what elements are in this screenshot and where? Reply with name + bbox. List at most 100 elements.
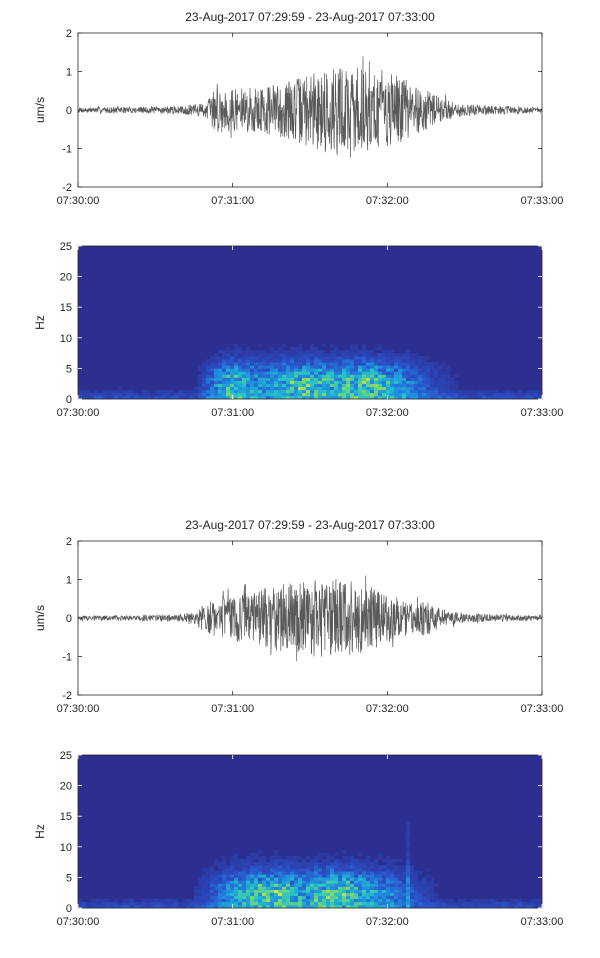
spectrogram-cell xyxy=(166,904,171,909)
spectrogram-cell xyxy=(450,904,455,909)
spectrogram-cell xyxy=(98,392,103,397)
spectrogram-cell xyxy=(210,901,215,906)
spectrogram-cell xyxy=(446,368,451,372)
spectrogram-cell xyxy=(282,395,287,400)
spectrogram-cell xyxy=(338,895,343,900)
y-tick-label: -2 xyxy=(62,690,72,702)
spectrogram-cell xyxy=(266,877,271,881)
x-tick-label: 07:31:00 xyxy=(211,195,254,207)
spectrogram-cell xyxy=(494,392,499,397)
spectrogram-cell xyxy=(422,892,427,897)
spectrogram-cell xyxy=(314,386,319,391)
spectrogram-cell xyxy=(426,868,431,872)
spectrogram-cell xyxy=(346,356,351,360)
spectrogram-cell xyxy=(366,353,371,357)
spectrogram-cell xyxy=(270,892,275,897)
spectrogram-cell xyxy=(298,855,303,860)
spectrogram-cell xyxy=(350,904,355,909)
spectrogram-cell xyxy=(398,362,403,366)
spectrogram-cell xyxy=(386,359,391,363)
spectrogram-cell xyxy=(538,392,543,397)
spectrogram-cell xyxy=(246,353,251,357)
spectrogram-cell xyxy=(90,395,95,400)
spectrogram-cell xyxy=(346,362,351,366)
spectrogram-cell xyxy=(186,898,191,903)
spectrogram-cell xyxy=(318,389,323,394)
spectrogram-cell xyxy=(250,852,255,857)
spectrogram-cell xyxy=(362,880,367,884)
spectrogram-cell xyxy=(78,389,83,394)
spectrogram-cell xyxy=(386,377,391,381)
spectrogram-cell xyxy=(210,395,215,400)
spectrogram-cell xyxy=(378,883,383,887)
spectrogram-cell xyxy=(286,380,291,384)
spectrogram-cell xyxy=(194,898,199,903)
spectrogram-cell xyxy=(290,389,295,394)
spectrogram-cell xyxy=(350,350,355,354)
spectrogram-cell xyxy=(226,353,231,357)
event-2-waveform-panel: 07:30:00 07:31:00 07:32:00 07:33:00-2-1012u… xyxy=(33,518,563,715)
spectrogram-cell xyxy=(318,898,323,903)
spectrogram-cell xyxy=(310,346,315,351)
spectrogram-cell xyxy=(206,395,211,400)
spectrogram-cell xyxy=(234,350,239,354)
spectrogram-cell xyxy=(394,389,399,394)
spectrogram-cell xyxy=(338,904,343,909)
spectrogram-cell xyxy=(206,892,211,897)
spectrogram-cell xyxy=(146,395,151,400)
spectrogram-cell xyxy=(234,855,239,860)
spectrogram-cell xyxy=(394,386,399,391)
spectrogram-cell xyxy=(366,874,371,878)
spectrogram-cell xyxy=(234,886,239,890)
spectrogram-cell xyxy=(242,892,247,897)
spectrogram-cell xyxy=(230,883,235,887)
spectrogram-cell xyxy=(386,859,391,863)
spectrogram-cell xyxy=(514,395,519,400)
spectrogram-cell xyxy=(406,895,411,900)
spectrogram-cell xyxy=(510,898,515,903)
spectrogram-cell xyxy=(334,356,339,360)
spectrogram-cell xyxy=(478,395,483,400)
spectrogram-cell xyxy=(278,855,283,860)
spectrogram-cell xyxy=(278,389,283,394)
spectrogram-cell xyxy=(318,377,323,381)
spectrogram-cell xyxy=(222,904,227,909)
spectrogram-cell xyxy=(198,880,203,884)
spectrogram-cell xyxy=(358,395,363,400)
spectrogram-cell xyxy=(438,898,443,903)
spectrogram-cell xyxy=(310,356,315,360)
spectrogram-cell xyxy=(414,880,419,884)
spectrogram-cell xyxy=(386,898,391,903)
spectrogram-cell xyxy=(334,353,339,357)
spectrogram-cell xyxy=(346,904,351,909)
chart-title: 23-Aug-2017 07:29:59 - 23-Aug-2017 07:33… xyxy=(185,10,435,24)
spectrogram-cell xyxy=(370,377,375,381)
spectrogram-cell xyxy=(210,359,215,363)
spectrogram-cell xyxy=(230,865,235,869)
spectrogram-cell xyxy=(302,368,307,372)
spectrogram-cell xyxy=(222,386,227,391)
spectrogram-cell xyxy=(314,346,319,351)
spectrogram-cell xyxy=(78,901,83,906)
spectrogram-cell xyxy=(210,386,215,391)
spectrogram-cell xyxy=(422,377,427,381)
spectrogram-cell xyxy=(358,862,363,866)
spectrogram-cell xyxy=(422,901,427,906)
spectrogram-cell xyxy=(242,353,247,357)
spectrogram-cell xyxy=(530,904,535,909)
spectrogram-cell xyxy=(114,898,119,903)
spectrogram-cell xyxy=(510,901,515,906)
spectrogram-cell xyxy=(438,386,443,391)
spectrogram-cell xyxy=(78,904,83,909)
spectrogram-cell xyxy=(394,383,399,388)
spectrogram-cell xyxy=(406,889,411,893)
spectrogram-cell xyxy=(358,368,363,372)
spectrogram-cell xyxy=(318,877,323,881)
spectrogram-cell xyxy=(222,377,227,381)
spectrogram-cell xyxy=(374,904,379,909)
spectrogram-cell xyxy=(222,865,227,869)
spectrogram-cell xyxy=(366,365,371,369)
spectrogram-cell xyxy=(298,901,303,906)
spectrogram-cell xyxy=(446,377,451,381)
spectrogram-cell xyxy=(350,380,355,384)
